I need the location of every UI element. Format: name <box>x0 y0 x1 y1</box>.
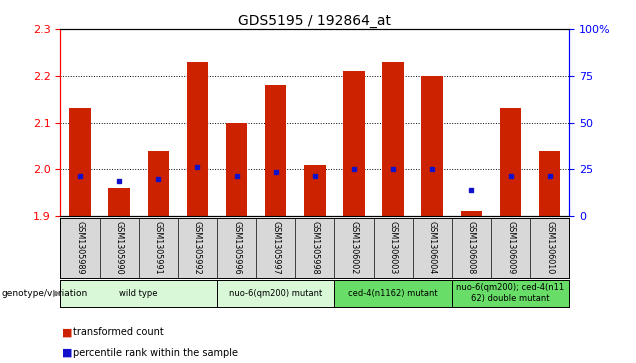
Bar <box>186 62 208 216</box>
Bar <box>148 151 169 216</box>
Text: GSM1306008: GSM1306008 <box>467 221 476 274</box>
Text: GSM1305992: GSM1305992 <box>193 221 202 275</box>
Text: ▶: ▶ <box>53 288 60 298</box>
Text: GSM1306010: GSM1306010 <box>545 221 554 274</box>
Text: GSM1305989: GSM1305989 <box>76 221 85 274</box>
Text: ■: ■ <box>62 348 73 358</box>
Text: wild type: wild type <box>120 289 158 298</box>
Text: GSM1306002: GSM1306002 <box>349 221 359 274</box>
Bar <box>382 62 404 216</box>
Text: GSM1305990: GSM1305990 <box>114 221 123 274</box>
Text: GSM1306004: GSM1306004 <box>428 221 437 274</box>
Bar <box>108 188 130 216</box>
Bar <box>460 211 482 216</box>
Text: GSM1306009: GSM1306009 <box>506 221 515 274</box>
Bar <box>335 280 452 307</box>
Text: ced-4(n1162) mutant: ced-4(n1162) mutant <box>349 289 438 298</box>
Bar <box>452 280 569 307</box>
Title: GDS5195 / 192864_at: GDS5195 / 192864_at <box>238 14 391 28</box>
Bar <box>500 109 522 216</box>
Text: transformed count: transformed count <box>73 327 164 337</box>
Text: GSM1305996: GSM1305996 <box>232 221 241 274</box>
Text: percentile rank within the sample: percentile rank within the sample <box>73 348 238 358</box>
Text: genotype/variation: genotype/variation <box>1 289 88 298</box>
Text: GSM1305991: GSM1305991 <box>154 221 163 274</box>
Text: ■: ■ <box>62 327 73 337</box>
Bar <box>265 85 286 216</box>
Text: GSM1305997: GSM1305997 <box>271 221 280 275</box>
Bar <box>217 280 335 307</box>
Text: GSM1306003: GSM1306003 <box>389 221 398 274</box>
Text: nuo-6(qm200); ced-4(n11
62) double mutant: nuo-6(qm200); ced-4(n11 62) double mutan… <box>457 284 565 303</box>
Text: nuo-6(qm200) mutant: nuo-6(qm200) mutant <box>229 289 322 298</box>
Bar <box>539 151 560 216</box>
Bar <box>69 109 91 216</box>
Bar <box>226 123 247 216</box>
Text: GSM1305998: GSM1305998 <box>310 221 319 274</box>
Bar <box>343 71 364 216</box>
Bar <box>304 164 326 216</box>
Bar <box>60 280 217 307</box>
Bar <box>422 76 443 216</box>
